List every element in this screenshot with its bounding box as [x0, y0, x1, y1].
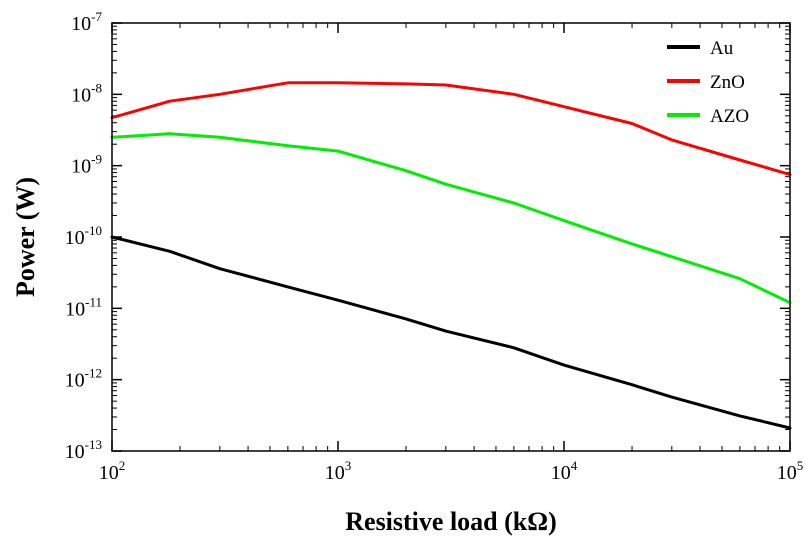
x-axis-ticks: 102 103 104 105 [99, 23, 804, 484]
plot-frame [111, 22, 791, 452]
data-series [110, 81, 792, 430]
x-tick-label: 103 [325, 458, 352, 484]
legend-label-azo: AZO [710, 106, 749, 127]
x-tick-label: 105 [777, 458, 804, 484]
legend-label-zno: ZnO [710, 72, 745, 93]
y-axis-ticks: 10-7 10-8 10-9 10-10 10-11 10-12 10-13 [65, 9, 790, 463]
y-tick-label: 10-12 [65, 366, 102, 392]
x-axis-title: Resistive load (kΩ) [345, 507, 556, 536]
y-tick-label: 10-7 [71, 9, 102, 35]
legend-label-au: Au [710, 38, 734, 59]
y-tick-label: 10-10 [65, 223, 102, 249]
legend: Au ZnO AZO [667, 38, 749, 127]
series-line-azo [110, 132, 792, 305]
y-tick-label: 10-9 [71, 152, 102, 178]
x-tick-label: 102 [99, 458, 126, 484]
y-tick-label: 10-13 [65, 437, 102, 463]
y-axis-title: Power (W) [11, 177, 40, 297]
series-line-zno [110, 81, 792, 177]
series-line-au [110, 235, 792, 430]
y-tick-label: 10-11 [65, 294, 102, 320]
x-tick-label: 104 [551, 458, 578, 484]
y-tick-label: 10-8 [71, 80, 102, 106]
